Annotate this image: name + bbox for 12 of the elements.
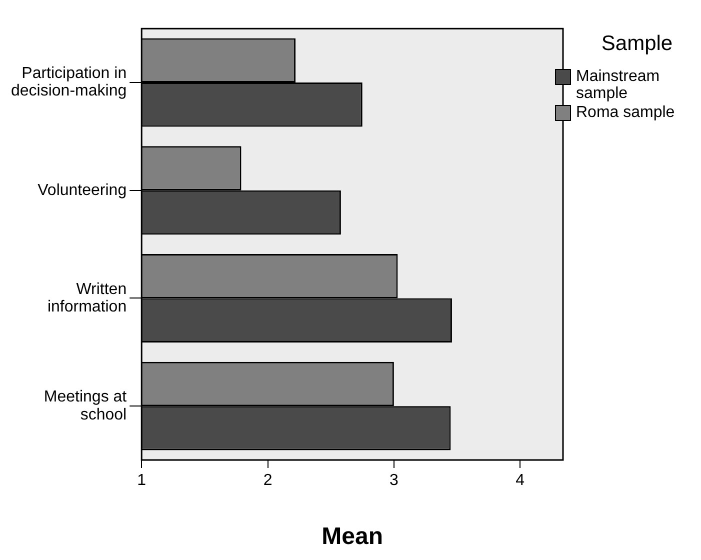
- legend-label: Mainstream sample: [576, 68, 661, 102]
- x-tick-label: 1: [137, 472, 146, 490]
- x-tick-label: 3: [389, 472, 398, 490]
- y-tick-label: Volunteering: [38, 182, 127, 199]
- y-tick-label: Written information: [47, 280, 127, 316]
- x-tick-label: 2: [263, 472, 272, 490]
- x-axis-title: Mean: [322, 523, 383, 550]
- legend-label: Roma sample: [576, 104, 676, 121]
- legend-title: Sample: [600, 32, 674, 56]
- x-tick-label: 4: [516, 472, 525, 490]
- y-tick-label: Participation in decision-making: [11, 65, 127, 100]
- y-tick-label: Meetings at school: [44, 388, 128, 424]
